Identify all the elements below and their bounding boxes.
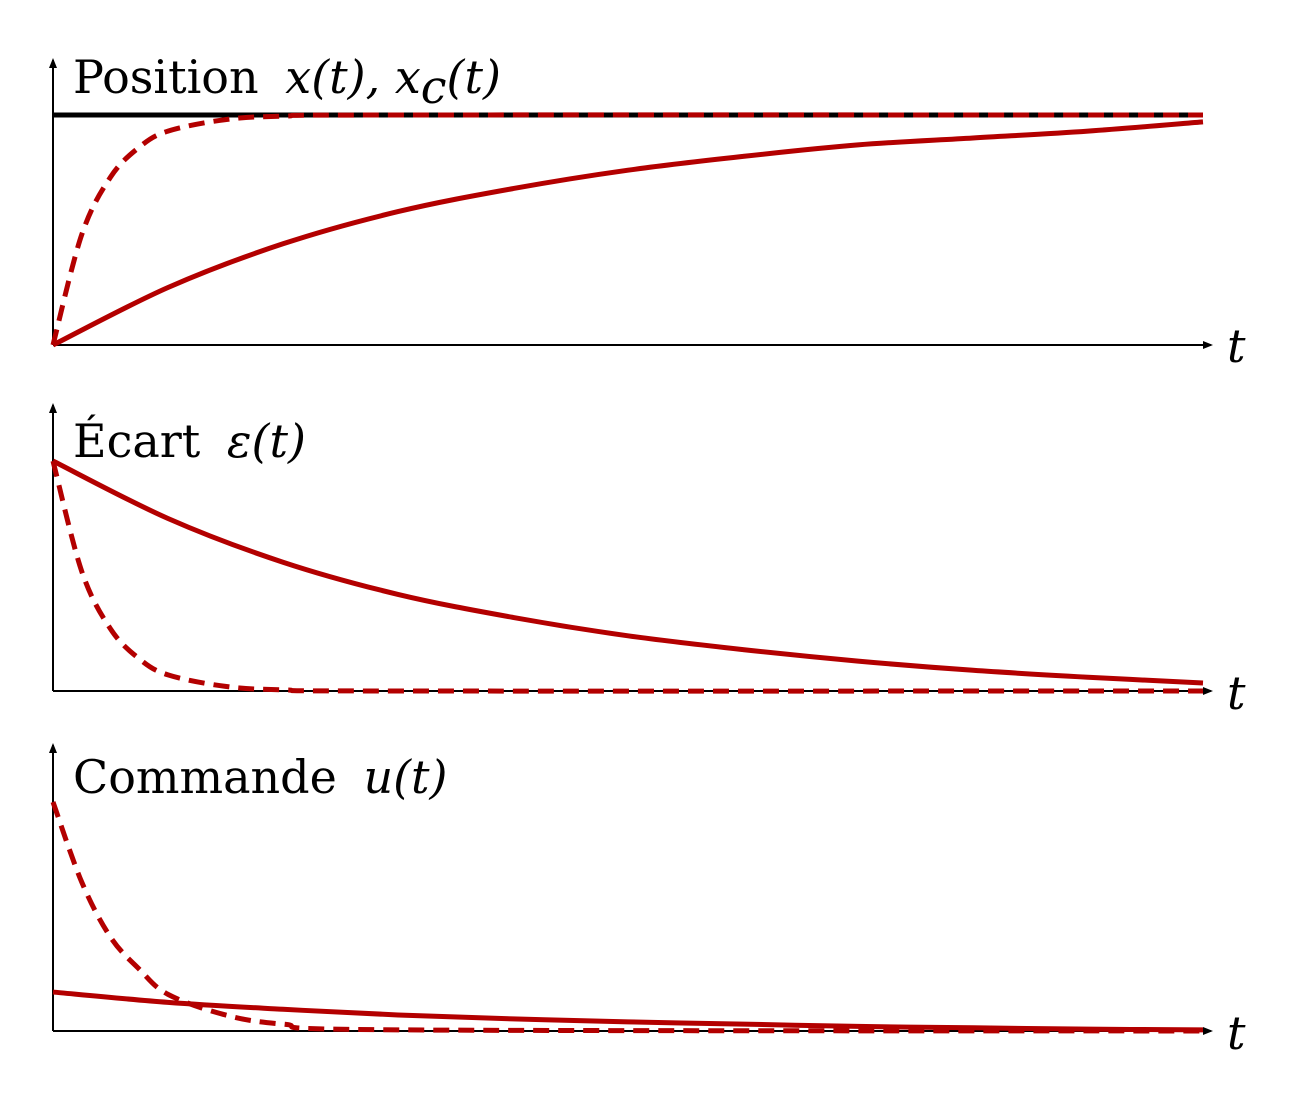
ecart-series-dashed-line [50, 460, 1204, 694]
position-panel: Position x(t), xc(t) t [49, 50, 1246, 373]
commande-panel: Commande u(t) t [49, 743, 1246, 1060]
ecart-x-axis-label: t [1227, 666, 1246, 720]
position-series-dashed-line [50, 112, 1204, 346]
commande-x-axis-label: t [1227, 1006, 1246, 1060]
position-series-solid-line [51, 119, 1204, 348]
commande-title: Commande u(t) [73, 750, 448, 804]
ecart-title: Écart ε(t) [73, 413, 306, 468]
commande-series-solid-line [52, 989, 1204, 1033]
position-title: Position x(t), xc(t) [73, 50, 501, 114]
commande-series-dashed-line [50, 801, 1204, 1034]
position-x-axis-label: t [1227, 319, 1246, 373]
ecart-series-solid-line [51, 458, 1204, 686]
ecart-panel: Écart ε(t) t [49, 403, 1246, 720]
